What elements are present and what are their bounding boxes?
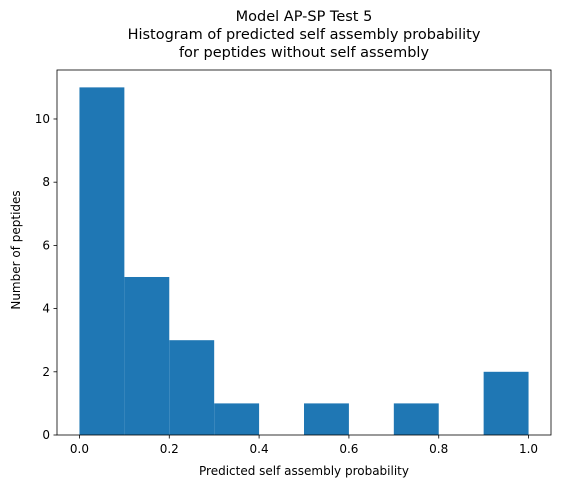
chart-title: Model AP-SP Test 5 Histogram of predicte…	[128, 9, 481, 61]
histogram-bar	[169, 340, 215, 435]
histogram-bar	[483, 371, 529, 435]
histogram-bar	[124, 276, 170, 435]
x-tick-label: 0.8	[429, 442, 448, 456]
y-tick-label: 8	[42, 175, 50, 189]
chart-title-line-2: Histogram of predicted self assembly pro…	[128, 27, 481, 43]
histogram-bars	[79, 87, 529, 435]
plot-area-frame	[56, 69, 552, 436]
chart-title-line-3: for peptides without self assembly	[179, 45, 429, 61]
chart-title-line-1: Model AP-SP Test 5	[236, 9, 373, 25]
x-tick-label: 0.0	[70, 442, 89, 456]
y-tick-label: 10	[35, 112, 50, 126]
x-tick-label: 0.4	[250, 442, 269, 456]
x-tick-label: 1.0	[519, 442, 538, 456]
y-tick-label: 0	[42, 428, 50, 442]
x-axis-label: Predicted self assembly probability	[199, 464, 409, 478]
x-tick-label: 0.2	[160, 442, 179, 456]
histogram-bar	[214, 403, 260, 435]
x-axis-ticks: 0.0 0.2 0.4 0.6 0.8 1.0	[70, 435, 538, 456]
y-tick-label: 4	[42, 302, 50, 316]
histogram-bar	[304, 403, 349, 435]
y-tick-label: 6	[42, 238, 50, 252]
y-axis-ticks: 0 2 4 6 8 10	[35, 112, 57, 442]
histogram-bar	[79, 87, 125, 435]
x-tick-label: 0.6	[339, 442, 358, 456]
y-axis-label: Number of peptides	[9, 190, 23, 309]
y-tick-label: 2	[42, 365, 50, 379]
histogram-bar	[393, 403, 439, 435]
